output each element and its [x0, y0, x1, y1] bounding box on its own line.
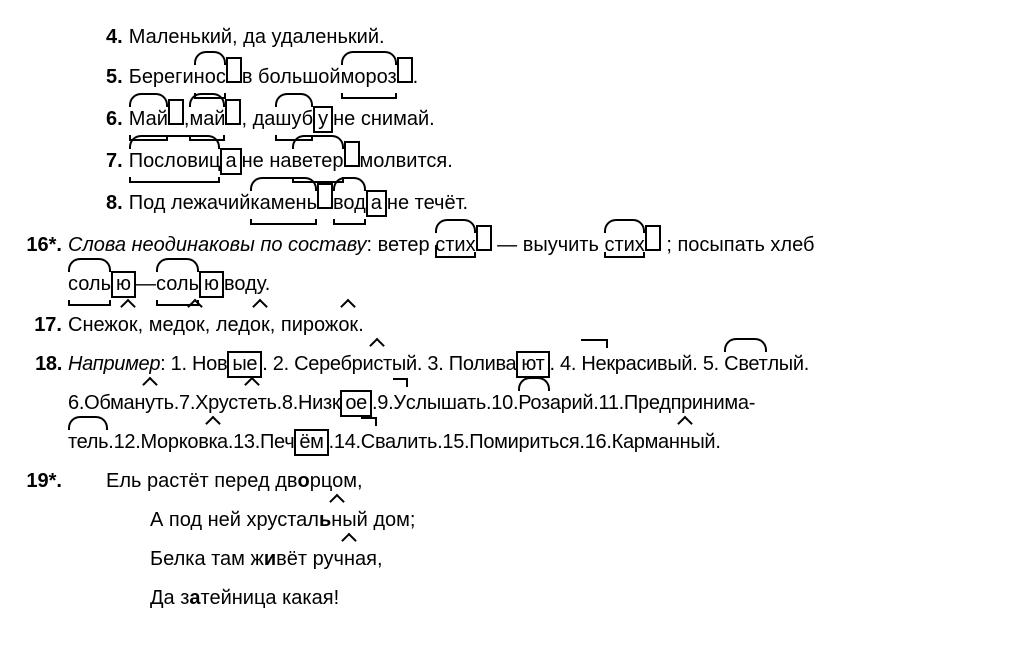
word-moroz: мороз [341, 58, 397, 99]
word-stih1: стих [435, 234, 475, 258]
line-5: 5. Береги нос в большой мороз . [20, 57, 1004, 99]
task-17: 17. Снежок, медок, ледок, пирожок. [20, 306, 1004, 345]
ending-u: у [313, 106, 333, 133]
task-17-num: 17. [20, 306, 62, 345]
task-16-line2: солью — солью воду. [20, 265, 1004, 306]
line-4-text: Маленький, да удаленький. [129, 18, 385, 57]
task-18: 18. Например: 1. Новые. 2. Серебристый. … [20, 345, 1004, 384]
line-8: 8. Под лежачий камень вода не течёт. [20, 183, 1004, 225]
word-kamen: камень [250, 184, 317, 225]
task-19-l2: А под ней хрустальный дом; [20, 501, 1004, 540]
task-16-lead: Слова неодинаковы по составу [68, 234, 367, 256]
ending-null-icon [397, 57, 413, 83]
ending-null-icon [645, 225, 661, 251]
line-5-t3: . [413, 58, 419, 97]
line-8-num: 8. [106, 184, 123, 223]
word-vod: вод [333, 184, 366, 225]
ending-a: а [220, 148, 241, 175]
word-stih2: стих [604, 234, 644, 258]
task-19-num: 19*. [20, 462, 62, 501]
task-19-l3: Белка там живёт ручная, [20, 540, 1004, 579]
line-6-num: 6. [106, 100, 123, 139]
task-16-num: 16*. [20, 226, 62, 265]
task-18-num: 18. [20, 345, 62, 384]
task-18-line2: 6. Обмануть. 7. Хрустеть. 8. Низкое. 9. … [20, 384, 1004, 423]
line-4-num: 4. [106, 18, 123, 57]
line-5-t2: в большой [242, 58, 341, 97]
line-5-num: 5. [106, 58, 123, 97]
task-19: 19*. Ель растёт перед дворцом, [20, 462, 1004, 501]
line-7-num: 7. [106, 142, 123, 181]
ending-a: а [366, 190, 387, 217]
ending-null-icon [226, 57, 242, 83]
ending-null-icon [225, 99, 241, 125]
ending-null-icon [317, 183, 333, 209]
line-4: 4. Маленький, да удаленький. [20, 18, 1004, 57]
line-5-t1: Береги [129, 58, 194, 97]
task-19-l4: Да затейница какая! [20, 579, 1004, 618]
line-7: 7. Пословица не на ветер молвится. [20, 141, 1004, 183]
ending-null-icon [168, 99, 184, 125]
word-poslovic: Пословиц [129, 142, 221, 183]
ending-null-icon [476, 225, 492, 251]
task-18-line3: тель. 12. Морковка. 13. Печём. 14. Свали… [20, 423, 1004, 462]
ending-null-icon [344, 141, 360, 167]
word-solyu1: соль [68, 265, 111, 306]
